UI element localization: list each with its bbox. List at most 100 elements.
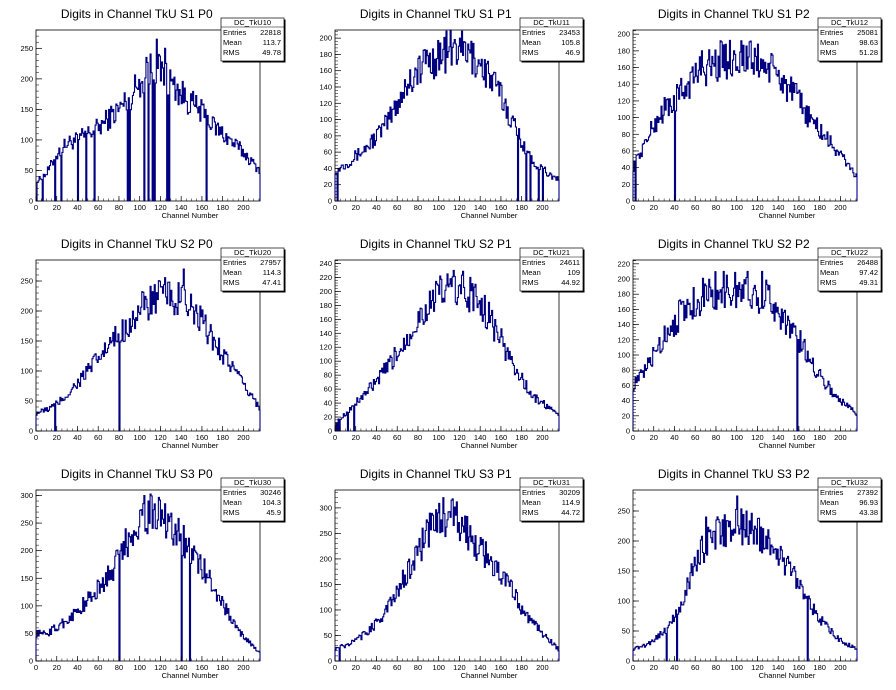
x-tick-label: 180 [813, 663, 826, 672]
y-tick-label: 150 [319, 580, 332, 589]
stats-entries-value: 27392 [857, 488, 878, 497]
stats-entries-label: Entries [522, 488, 546, 497]
stats-mean-label: Mean [223, 498, 242, 507]
stats-name: DC_TkU11 [533, 18, 570, 27]
x-tick-label: 120 [453, 433, 466, 442]
stats-rms-value: 49.31 [859, 278, 878, 287]
x-tick-label: 180 [216, 203, 229, 212]
y-tick-label: 100 [319, 357, 332, 366]
chart-title: Digits in Channel TkU S2 P0 [61, 237, 213, 251]
histogram-series [35, 493, 261, 662]
stats-mean-label: Mean [820, 268, 839, 277]
x-tick-label: 200 [237, 663, 250, 672]
x-tick-label: 160 [495, 203, 508, 212]
stats-entries-value: 23453 [559, 28, 580, 37]
stats-rms-label: RMS [223, 48, 240, 57]
x-tick-label: 100 [133, 663, 146, 672]
stats-entries-value: 24611 [560, 258, 580, 267]
y-tick-label: 80 [622, 366, 630, 375]
x-axis-label: Channel Number [759, 441, 816, 450]
y-tick-label: 120 [617, 335, 630, 344]
x-tick-label: 0 [333, 433, 337, 442]
y-tick-label: 40 [324, 399, 332, 408]
y-tick-label: 200 [617, 275, 630, 284]
histogram-panel: Digits in Channel TkU S1 P0 0 20 40 60 80 100 1… [20, 7, 286, 220]
y-tick-label: 250 [617, 507, 630, 516]
histogram-series [334, 29, 560, 202]
stats-mean-label: Mean [522, 498, 541, 507]
y-tick-label: 0 [328, 657, 332, 666]
y-tick-label: 160 [617, 63, 630, 72]
x-tick-label: 200 [834, 663, 847, 672]
stats-box [519, 247, 584, 292]
x-tick-label: 160 [793, 203, 806, 212]
histogram-series [335, 269, 560, 432]
stats-entries-label: Entries [522, 28, 546, 37]
y-tick-label: 160 [319, 315, 332, 324]
x-tick-label: 40 [372, 433, 380, 442]
stats-box [220, 17, 285, 62]
y-tick-label: 200 [617, 537, 630, 546]
stats-name: DC_TkU32 [831, 478, 868, 487]
x-tick-label: 100 [730, 203, 743, 212]
stats-box [220, 247, 285, 292]
plot-frame [35, 489, 261, 662]
x-tick-label: 200 [536, 663, 549, 672]
x-tick-label: 0 [34, 433, 38, 442]
x-tick-label: 80 [115, 433, 123, 442]
y-tick-label: 0 [626, 657, 630, 666]
x-tick-label: 200 [834, 203, 847, 212]
y-tick-label: 240 [319, 259, 332, 268]
histogram-panel: Digits in Channel TkU S2 P2 0 20 40 60 80 100 1… [617, 237, 883, 450]
stats-name: DC_TkU22 [831, 248, 868, 257]
stats-box [817, 477, 882, 522]
y-tick-label: 300 [20, 491, 33, 500]
histogram-series [632, 495, 858, 662]
y-tick-label: 50 [25, 166, 33, 175]
plot-frame [334, 259, 560, 432]
y-tick-label: 250 [319, 529, 332, 538]
stats-rms-value: 45.9 [266, 508, 281, 517]
y-tick-label: 220 [617, 259, 630, 268]
x-tick-label: 100 [432, 663, 445, 672]
x-tick-label: 180 [216, 433, 229, 442]
x-tick-label: 40 [73, 203, 81, 212]
y-tick-label: 250 [20, 519, 33, 528]
y-tick-label: 220 [319, 273, 332, 282]
chart-title: Digits in Channel TkU S1 P1 [360, 7, 512, 21]
x-tick-label: 140 [474, 203, 487, 212]
y-tick-label: 50 [324, 631, 332, 640]
stats-entries-label: Entries [223, 258, 247, 267]
y-tick-label: 80 [324, 131, 332, 140]
y-tick-label: 100 [319, 605, 332, 614]
stats-entries-value: 30209 [559, 488, 580, 497]
stats-mean-value: 104.3 [262, 498, 281, 507]
stats-rms-value: 44.92 [561, 278, 580, 287]
stats-rms-label: RMS [522, 48, 539, 57]
x-tick-label: 0 [631, 433, 635, 442]
x-tick-label: 160 [495, 433, 508, 442]
x-axis-label: Channel Number [162, 671, 219, 680]
stats-entries-value: 27957 [260, 258, 281, 267]
stats-mean-label: Mean [223, 38, 242, 47]
y-tick-label: 200 [20, 74, 33, 83]
x-tick-label: 20 [53, 203, 61, 212]
stats-entries-label: Entries [223, 488, 247, 497]
x-tick-label: 140 [474, 433, 487, 442]
stats-mean-value: 113.7 [263, 38, 281, 47]
y-tick-label: 300 [319, 503, 332, 512]
stats-name: DC_TkU30 [234, 478, 271, 487]
histogram-series [35, 268, 261, 432]
y-tick-label: 150 [20, 105, 33, 114]
x-tick-label: 60 [691, 663, 699, 672]
y-tick-label: 0 [626, 427, 630, 436]
x-tick-label: 100 [133, 203, 146, 212]
stats-mean-value: 114.3 [263, 268, 281, 277]
stats-mean-label: Mean [522, 268, 541, 277]
x-tick-label: 0 [631, 663, 635, 672]
y-tick-label: 100 [20, 367, 33, 376]
x-tick-label: 20 [650, 433, 658, 442]
stats-box [519, 477, 584, 522]
histogram-panel: Digits in Channel TkU S3 P0 0 20 40 60 80 100 1… [20, 467, 286, 680]
x-tick-label: 120 [751, 433, 764, 442]
